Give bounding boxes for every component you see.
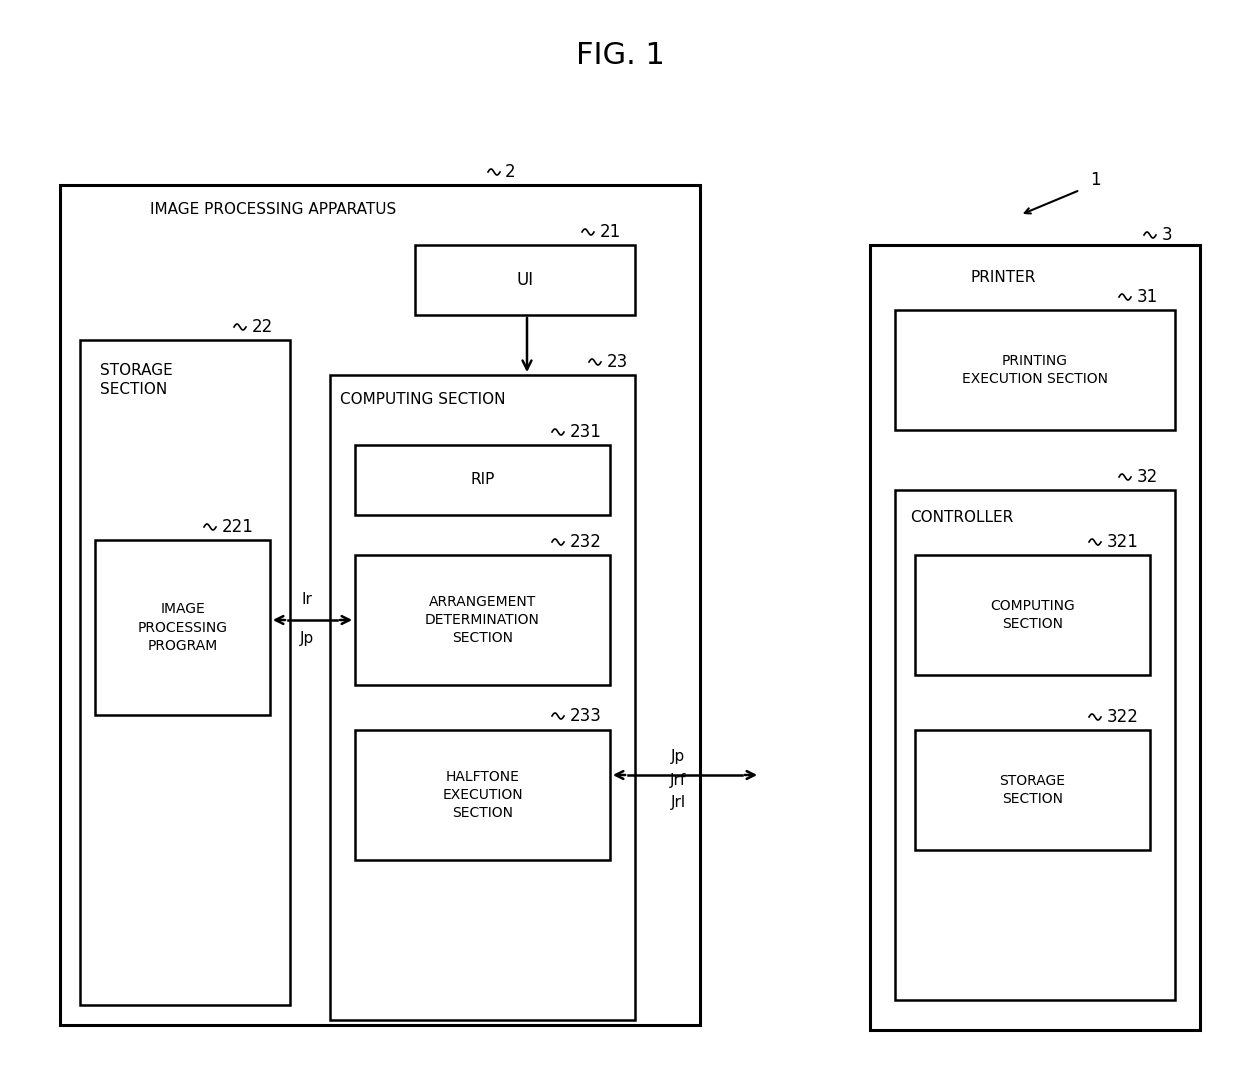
Text: 321: 321 bbox=[1107, 533, 1138, 551]
Text: 32: 32 bbox=[1137, 468, 1158, 486]
Text: 21: 21 bbox=[600, 223, 621, 242]
Bar bbox=[355, 554, 610, 686]
Text: CONTROLLER: CONTROLLER bbox=[910, 510, 1013, 525]
Text: IMAGE PROCESSING APPARATUS: IMAGE PROCESSING APPARATUS bbox=[150, 203, 397, 218]
Text: 1: 1 bbox=[1090, 171, 1100, 190]
Text: Jp: Jp bbox=[300, 630, 314, 645]
Text: FIG. 1: FIG. 1 bbox=[575, 40, 665, 69]
Text: 31: 31 bbox=[1137, 288, 1158, 306]
Text: ARRANGEMENT
DETERMINATION
SECTION: ARRANGEMENT DETERMINATION SECTION bbox=[425, 595, 539, 645]
Text: 322: 322 bbox=[1107, 708, 1138, 726]
Bar bbox=[895, 310, 1176, 430]
Text: Jrl: Jrl bbox=[671, 796, 686, 810]
Bar bbox=[330, 375, 635, 1020]
Text: 232: 232 bbox=[570, 533, 601, 551]
Text: PRINTING
EXECUTION SECTION: PRINTING EXECUTION SECTION bbox=[962, 354, 1109, 387]
Bar bbox=[415, 245, 635, 315]
Text: 22: 22 bbox=[252, 318, 273, 336]
Text: STORAGE
SECTION: STORAGE SECTION bbox=[100, 363, 172, 397]
Text: 231: 231 bbox=[570, 423, 601, 441]
Text: RIP: RIP bbox=[470, 472, 495, 487]
Text: 23: 23 bbox=[608, 353, 629, 371]
Text: Jp: Jp bbox=[671, 749, 686, 765]
Bar bbox=[915, 554, 1149, 675]
Bar bbox=[895, 490, 1176, 1000]
Text: 2: 2 bbox=[505, 164, 516, 181]
Bar bbox=[355, 730, 610, 860]
Text: 3: 3 bbox=[1162, 226, 1173, 244]
Bar bbox=[355, 445, 610, 516]
Text: PRINTER: PRINTER bbox=[970, 271, 1035, 286]
Text: COMPUTING
SECTION: COMPUTING SECTION bbox=[990, 599, 1075, 631]
Bar bbox=[915, 730, 1149, 850]
Text: HALFTONE
EXECUTION
SECTION: HALFTONE EXECUTION SECTION bbox=[443, 770, 523, 821]
Text: Ir: Ir bbox=[301, 592, 312, 608]
Text: COMPUTING SECTION: COMPUTING SECTION bbox=[340, 392, 506, 407]
Text: IMAGE
PROCESSING
PROGRAM: IMAGE PROCESSING PROGRAM bbox=[138, 602, 227, 653]
Bar bbox=[870, 245, 1200, 1030]
Text: STORAGE
SECTION: STORAGE SECTION bbox=[999, 773, 1065, 806]
Text: UI: UI bbox=[516, 271, 533, 289]
Text: 233: 233 bbox=[570, 707, 601, 725]
Text: Jrf: Jrf bbox=[670, 772, 686, 787]
Bar bbox=[60, 185, 701, 1025]
Text: 221: 221 bbox=[222, 518, 254, 536]
Bar bbox=[95, 540, 270, 715]
Bar bbox=[81, 340, 290, 1005]
